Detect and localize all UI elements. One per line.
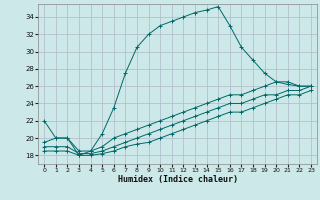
X-axis label: Humidex (Indice chaleur): Humidex (Indice chaleur) — [118, 175, 238, 184]
